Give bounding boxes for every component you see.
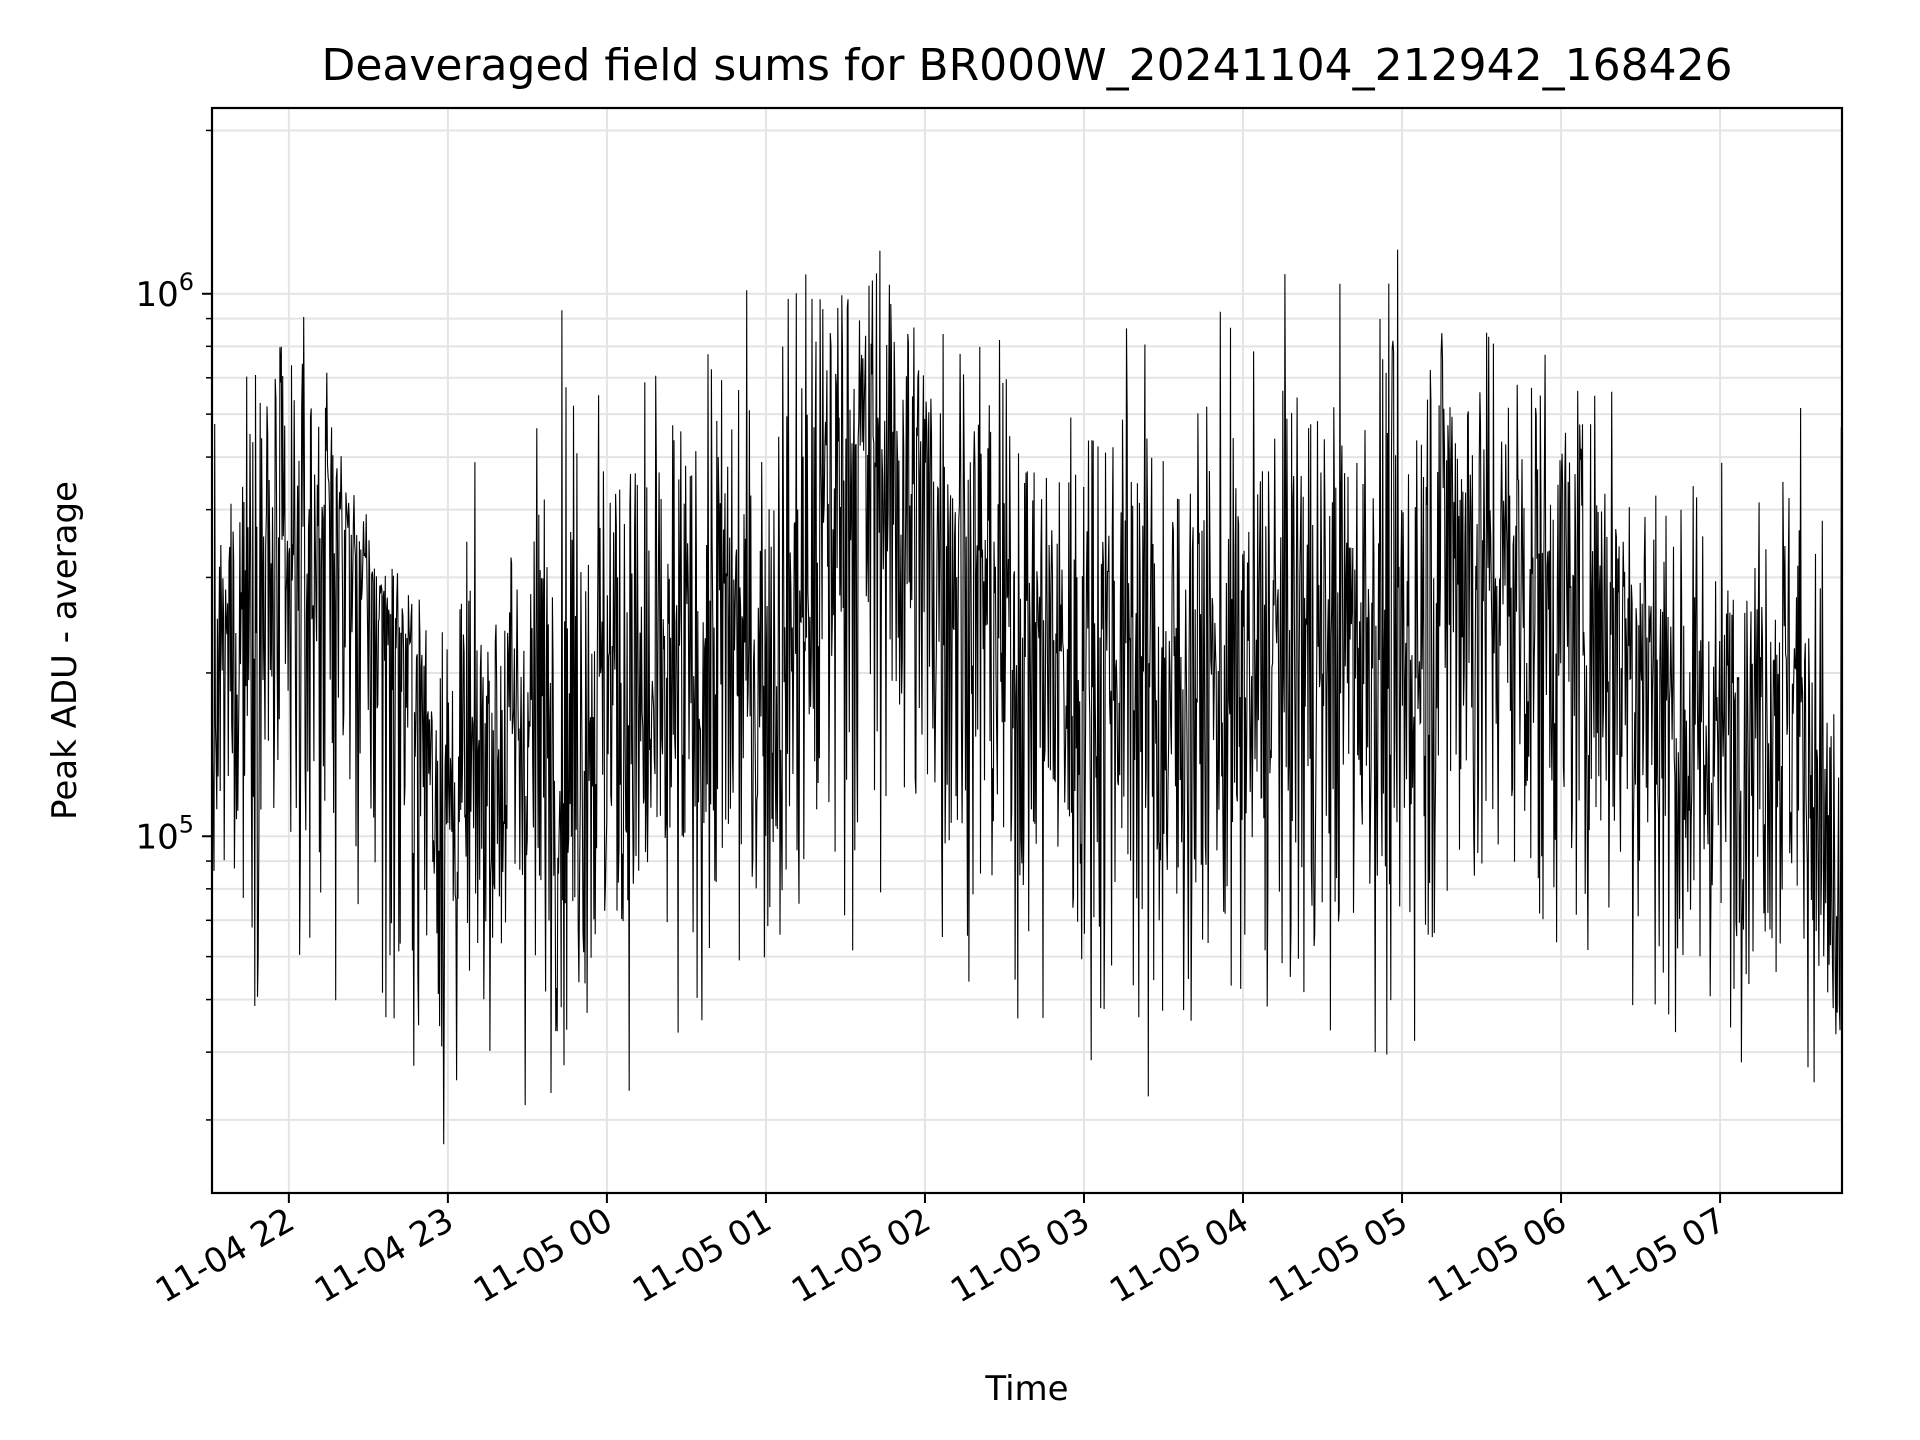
- series-line: [211, 249, 1843, 1145]
- y-tick-label: 105: [135, 810, 194, 857]
- data-layer: [211, 249, 1843, 1145]
- x-axis-title: Time: [984, 1369, 1068, 1409]
- y-tick-exponent: 5: [179, 810, 194, 838]
- y-axis-title: Peak ADU - average: [45, 481, 85, 820]
- y-tick-exponent: 6: [179, 268, 194, 296]
- y-tick-base: 10: [135, 275, 178, 315]
- y-tick-base: 10: [135, 817, 178, 857]
- y-tick-label: 106: [135, 268, 194, 315]
- plot-frame: [210, 106, 1844, 1195]
- chart-title: Deaveraged field sums for BR000W_2024110…: [321, 40, 1732, 91]
